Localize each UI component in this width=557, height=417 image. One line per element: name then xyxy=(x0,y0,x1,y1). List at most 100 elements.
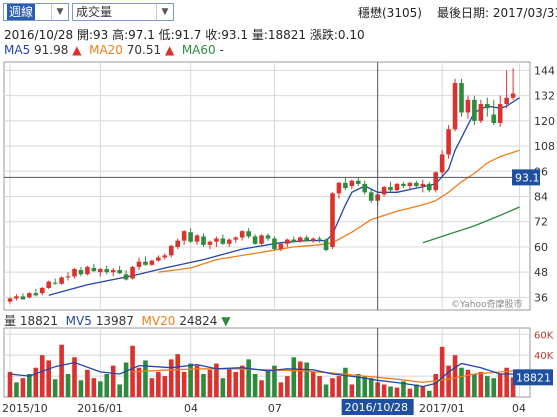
mv20-label: MV20 xyxy=(141,314,176,328)
mv-lines xyxy=(9,361,514,388)
candle-body xyxy=(497,104,503,123)
indicator-select-value: 成交量 xyxy=(76,5,113,19)
period-select-value: 週線 xyxy=(7,4,36,20)
candle-body xyxy=(156,257,161,261)
volume-bar xyxy=(78,380,84,397)
candle-body xyxy=(265,235,271,239)
volume-bar xyxy=(291,357,297,397)
ma60-label: MA60 xyxy=(181,43,216,57)
volume-last-badge xyxy=(513,369,553,386)
candle-body xyxy=(285,239,290,244)
candle-body xyxy=(252,236,258,244)
volume-last-label: 18821 xyxy=(516,371,551,384)
price-tick-label: 84 xyxy=(534,191,548,204)
volume-bar xyxy=(201,374,206,397)
volume-tick-label: 60K xyxy=(534,330,554,341)
volume-bar xyxy=(285,376,290,397)
volume-bar xyxy=(59,344,64,397)
crosshair: 93.1 2016/10/28 18821 xyxy=(4,62,553,415)
volume-bar xyxy=(246,359,251,397)
price-tick-label: 60 xyxy=(534,241,548,254)
candle-body xyxy=(162,255,168,258)
volume-bar xyxy=(465,369,471,397)
volume-bar xyxy=(207,369,213,397)
volume-bar xyxy=(420,386,426,397)
candle-body xyxy=(297,237,303,242)
volume-tick-label: 40K xyxy=(534,351,554,362)
down-arrow-icon: ▼ xyxy=(221,314,231,328)
candle-body xyxy=(472,99,477,121)
chevron-down-icon[interactable]: ▼ xyxy=(51,4,68,20)
x-tick-label: 07 xyxy=(268,402,282,415)
volume-bar xyxy=(239,365,245,397)
volume-bar xyxy=(168,359,174,397)
price-tick-label: 72 xyxy=(534,216,548,229)
volume-bar xyxy=(304,362,309,397)
volume-bar xyxy=(426,390,432,397)
ma20-value: 70.51 xyxy=(126,43,162,57)
volume-bar xyxy=(439,346,445,397)
candle-body xyxy=(446,129,451,155)
volume-bar xyxy=(220,378,226,397)
ma-legend: MA5 91.98 ▲ MA20 70.51 ▲ MA60 - xyxy=(4,43,224,57)
volume-bar xyxy=(349,384,355,397)
candle-body xyxy=(78,270,84,275)
volume-legend: 量 18821 MV5 13987 MV20 24824 ▼ xyxy=(4,312,230,329)
volume-bar xyxy=(33,367,39,397)
volume-bar xyxy=(52,379,58,397)
volume-bar xyxy=(504,367,509,397)
volume-bar xyxy=(27,374,32,397)
mv5-line xyxy=(9,361,514,388)
candle-body xyxy=(330,193,335,247)
volume-bar xyxy=(317,376,322,397)
volume-bar xyxy=(310,371,316,397)
price-tick-label: 108 xyxy=(534,140,555,153)
volume-bar xyxy=(336,376,342,397)
candle-body xyxy=(117,270,122,274)
indicator-select[interactable]: 成交量 ▼ xyxy=(72,3,174,21)
volume-bar xyxy=(491,378,497,397)
price-tick-label: 48 xyxy=(534,266,548,279)
volume-bars xyxy=(7,344,516,397)
candle-body xyxy=(123,274,129,280)
volume-bar xyxy=(433,374,438,397)
up-arrow-icon: ▲ xyxy=(72,43,82,57)
volume-bar xyxy=(388,386,393,397)
volume-bar xyxy=(362,376,368,397)
candle-body xyxy=(336,182,342,194)
volume-bar xyxy=(272,365,277,397)
x-tick-label: 2016/01 xyxy=(77,402,123,415)
candle-body xyxy=(104,269,110,273)
volume-bar xyxy=(14,382,19,397)
candle-body xyxy=(33,293,39,296)
crosshair-date-badge xyxy=(341,399,414,415)
candle-body xyxy=(465,99,471,113)
candle-body xyxy=(130,266,135,279)
candle-body xyxy=(188,232,193,242)
ohlc-readout: 2016/10/28 開:93 高:97.1 低:91.7 收:93.1 量:1… xyxy=(4,28,365,42)
volume-bar xyxy=(472,374,477,397)
price-panel-frame xyxy=(3,61,531,311)
candle-body xyxy=(201,236,206,245)
x-tick-label: 04 xyxy=(512,402,526,415)
candle-body xyxy=(459,83,464,113)
candle-body xyxy=(143,261,148,265)
price-tick-label: 36 xyxy=(534,291,548,304)
volume-bar xyxy=(407,388,413,397)
candle-body xyxy=(136,261,142,267)
ma5-value: 91.98 xyxy=(34,43,69,57)
candle-body xyxy=(59,277,64,284)
candle-body xyxy=(175,240,180,247)
candle-body xyxy=(420,183,426,186)
volume-bar xyxy=(414,384,419,397)
volume-bar xyxy=(39,355,45,397)
ma5-label: MA5 xyxy=(4,43,31,57)
candle-body xyxy=(388,187,393,191)
period-select[interactable]: 週線 ▼ xyxy=(3,3,69,21)
candle-body xyxy=(14,296,19,299)
volume-bar xyxy=(136,367,142,397)
candle-body xyxy=(272,238,277,250)
chevron-down-icon[interactable]: ▼ xyxy=(156,4,173,20)
volume-bar xyxy=(330,378,335,397)
